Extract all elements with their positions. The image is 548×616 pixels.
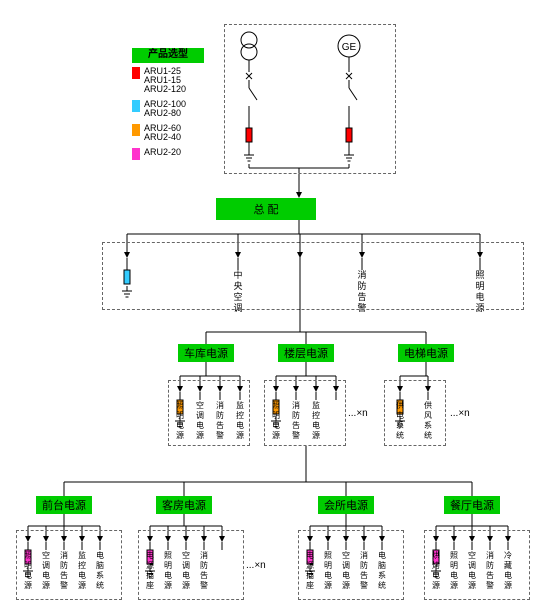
legend-row: ARU2-60ARU2-40 xyxy=(132,124,204,143)
repeat-marker: ...×n xyxy=(246,560,266,571)
legend-swatch xyxy=(132,148,140,160)
repeat-marker: ...×n xyxy=(450,408,470,419)
legend-title: 产品选型 xyxy=(132,48,204,63)
legend-labels: ARU2-100ARU2-80 xyxy=(144,100,186,119)
dashed-panel xyxy=(264,380,346,446)
dashed-panel xyxy=(168,380,250,446)
distribution-box: 会所电源 xyxy=(318,496,374,514)
dashed-panel xyxy=(424,530,530,600)
legend-row: ARU1-25ARU1-15ARU2-120 xyxy=(132,67,204,95)
repeat-marker: ...×n xyxy=(348,408,368,419)
legend-row: ARU2-20 xyxy=(132,148,204,160)
distribution-box: 前台电源 xyxy=(36,496,92,514)
dashed-panel xyxy=(138,530,244,600)
distribution-box: 客房电源 xyxy=(156,496,212,514)
legend-swatch xyxy=(132,67,140,79)
legend: 产品选型 ARU1-25ARU1-15ARU2-120 ARU2-100ARU2-… xyxy=(128,44,208,171)
distribution-box: 总 配 xyxy=(216,198,316,220)
legend-labels: ARU2-60ARU2-40 xyxy=(144,124,181,143)
distribution-box: 楼层电源 xyxy=(278,344,334,362)
distribution-box: 电梯电源 xyxy=(398,344,454,362)
legend-swatch xyxy=(132,100,140,112)
dashed-panel xyxy=(224,24,396,174)
distribution-box: 餐厅电源 xyxy=(444,496,500,514)
legend-swatch xyxy=(132,124,140,136)
legend-labels: ARU1-25ARU1-15ARU2-120 xyxy=(144,67,186,95)
dashed-panel xyxy=(16,530,122,600)
dashed-panel xyxy=(102,242,524,310)
dashed-panel xyxy=(384,380,446,446)
dashed-panel xyxy=(298,530,404,600)
legend-labels: ARU2-20 xyxy=(144,148,181,157)
legend-row: ARU2-100ARU2-80 xyxy=(132,100,204,119)
distribution-box: 车库电源 xyxy=(178,344,234,362)
